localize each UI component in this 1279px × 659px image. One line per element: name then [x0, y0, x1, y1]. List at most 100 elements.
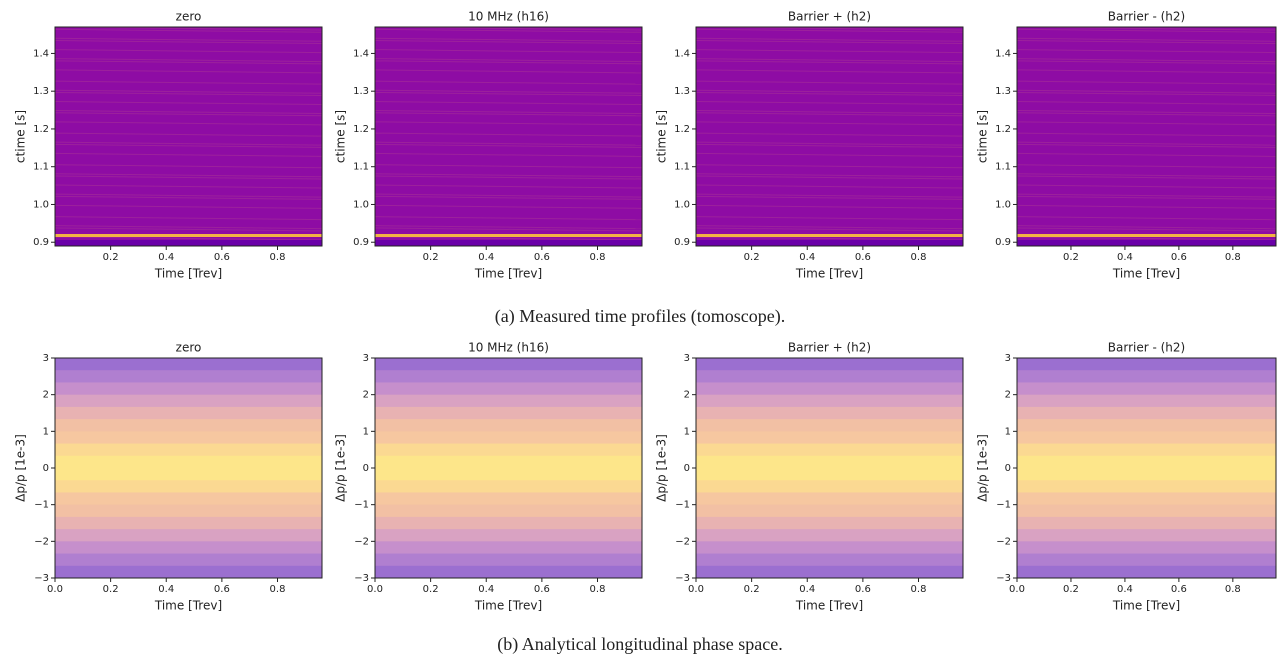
streak: [375, 225, 642, 230]
y-axis-label: Δp/p [1e-3]: [14, 434, 28, 502]
x-tick-label: 0.4: [158, 584, 174, 595]
x-tick-label: 0.4: [478, 252, 494, 263]
streak: [375, 101, 642, 106]
chart-title: Barrier + (h2): [788, 341, 871, 355]
x-tick-label: 0.4: [799, 584, 815, 595]
streak: [55, 49, 322, 54]
y-tick-label: 0.9: [995, 237, 1011, 248]
streak: [1017, 227, 1276, 232]
x-tick-label: 0.6: [534, 584, 550, 595]
caption: (b) Analytical longitudinal phase space.: [497, 634, 782, 655]
plot-area: [375, 27, 642, 246]
streak: [55, 80, 322, 85]
streak: [1017, 152, 1276, 157]
x-axis-label: Time [Trev]: [474, 599, 542, 613]
x-tick-label: 0.0: [367, 584, 383, 595]
y-tick-label: 1.2: [33, 124, 49, 135]
x-tick-label: 0.6: [534, 252, 550, 263]
streak: [696, 28, 963, 33]
streak: [1017, 40, 1276, 45]
streak: [375, 141, 642, 146]
streak: [375, 121, 642, 126]
streak: [1017, 132, 1276, 137]
streak: [1017, 195, 1276, 200]
streak: [375, 164, 642, 169]
streak: [696, 143, 963, 148]
streak: [55, 236, 322, 241]
streak: [55, 227, 322, 232]
y-axis-label: Δp/p [1e-3]: [655, 434, 669, 502]
caption: (a) Measured time profiles (tomoscope).: [495, 306, 785, 327]
y-tick-label: 1: [363, 426, 369, 437]
plot-area: [696, 27, 963, 246]
x-tick-label: 0.2: [1063, 252, 1079, 263]
x-tick-label: 0.4: [799, 252, 815, 263]
axes-frame: [1016, 26, 1277, 247]
x-axis-label: Time [Trev]: [154, 599, 222, 613]
streak: [375, 40, 642, 45]
y-tick-label: 1.4: [33, 48, 49, 59]
y-tick-label: 0.9: [674, 237, 690, 248]
y-axis-label: ctime [s]: [976, 110, 990, 163]
streak: [55, 121, 322, 126]
x-tick-label: 0.2: [744, 584, 760, 595]
streak: [696, 110, 963, 115]
y-tick-label: 1.4: [995, 48, 1011, 59]
x-tick-label: 0.2: [103, 252, 119, 263]
y-tick-label: −2: [34, 536, 49, 547]
bottom-band: [696, 234, 963, 237]
y-tick-label: 3: [684, 353, 690, 364]
x-axis-label: Time [Trev]: [154, 267, 222, 281]
streak: [375, 204, 642, 209]
y-tick-label: −1: [675, 500, 690, 511]
chart-title: 10 MHz (h16): [468, 10, 549, 24]
y-axis-label: ctime [s]: [334, 110, 348, 163]
streak: [1017, 164, 1276, 169]
streak: [696, 216, 963, 221]
y-tick-label: 1.3: [33, 86, 49, 97]
y-tick-label: −3: [34, 573, 49, 584]
streak: [55, 37, 322, 42]
x-axis-label: Time [Trev]: [474, 267, 542, 281]
x-tick-label: 0.8: [590, 584, 606, 595]
streak: [55, 141, 322, 146]
y-tick-label: 1.1: [33, 162, 49, 173]
bottom-band: [375, 240, 642, 246]
streak: [375, 193, 642, 198]
plot-area: [1017, 27, 1276, 246]
streak: [55, 143, 322, 148]
x-axis-label: Time [Trev]: [1112, 599, 1180, 613]
x-tick-label: 0.6: [855, 252, 871, 263]
streak: [375, 49, 642, 54]
y-tick-label: −3: [354, 573, 369, 584]
y-tick-label: 0: [363, 463, 369, 474]
chart-title: 10 MHz (h16): [468, 341, 549, 355]
streak: [55, 173, 322, 178]
streak: [1017, 184, 1276, 189]
streak: [1017, 80, 1276, 85]
axes-frame: [374, 26, 643, 247]
streak: [1017, 225, 1276, 230]
x-tick-label: 0.8: [590, 252, 606, 263]
bottom-band: [55, 234, 322, 237]
streak: [55, 60, 322, 65]
plot-area: [55, 358, 322, 578]
y-tick-label: −2: [354, 536, 369, 547]
streak: [1017, 236, 1276, 241]
x-tick-label: 0.8: [270, 584, 286, 595]
x-tick-label: 0.6: [214, 584, 230, 595]
y-tick-label: −1: [996, 500, 1011, 511]
streak: [375, 227, 642, 232]
streak: [696, 204, 963, 209]
y-tick-label: 0.9: [33, 237, 49, 248]
x-tick-label: 0.6: [214, 252, 230, 263]
bottom-band: [1017, 240, 1276, 246]
x-tick-label: 0.4: [1117, 252, 1133, 263]
y-tick-label: −2: [996, 536, 1011, 547]
streak: [1017, 216, 1276, 221]
x-tick-label: 0.2: [103, 584, 119, 595]
plot-area: [1017, 358, 1276, 578]
x-tick-label: 0.4: [1117, 584, 1133, 595]
x-tick-label: 0.0: [47, 584, 63, 595]
x-axis-label: Time [Trev]: [1112, 267, 1180, 281]
